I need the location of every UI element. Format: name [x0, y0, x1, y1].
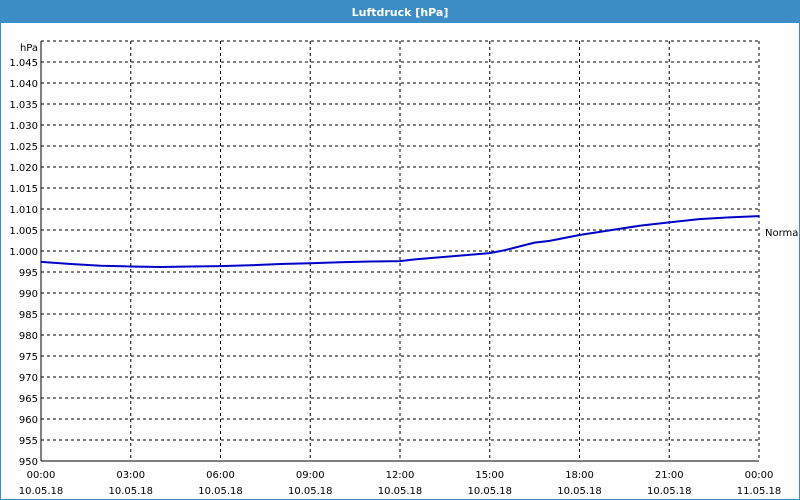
x-tick-time: 21:00	[655, 470, 684, 481]
data-point	[608, 229, 611, 232]
y-tick-label: 985	[19, 310, 38, 321]
x-tick-time: 06:00	[206, 470, 235, 481]
x-tick-time: 15:00	[475, 470, 504, 481]
data-point	[309, 262, 312, 264]
y-tick-label: 1.020	[9, 163, 38, 174]
x-tick-date: 10.05.18	[467, 486, 512, 497]
x-tick-time: 03:00	[116, 470, 145, 481]
x-tick-date: 10.05.18	[378, 486, 423, 497]
data-point	[758, 215, 760, 217]
data-point	[249, 264, 252, 267]
data-point	[100, 264, 102, 267]
x-tick-date: 10.05.18	[108, 486, 153, 497]
data-point	[279, 263, 282, 265]
data-point	[399, 260, 401, 262]
data-point	[414, 258, 416, 261]
y-tick-label: 990	[19, 289, 38, 300]
data-point	[668, 221, 671, 224]
x-tick-date: 10.05.18	[198, 486, 243, 497]
data-point	[129, 265, 132, 268]
y-tick-label: 1.000	[9, 247, 38, 258]
data-point	[339, 261, 341, 264]
data-point	[728, 216, 730, 219]
data-point	[503, 249, 506, 251]
pressure-line	[40, 215, 760, 268]
x-tick-date: 10.05.18	[19, 486, 64, 497]
y-tick-label: 970	[19, 373, 38, 384]
y-tick-label: 1.045	[9, 58, 38, 69]
data-point	[70, 263, 72, 265]
data-point	[638, 225, 641, 227]
data-point	[533, 241, 536, 244]
y-tick-label: 1.030	[9, 121, 38, 132]
data-point	[578, 234, 581, 236]
data-point	[159, 266, 162, 268]
data-point	[189, 265, 192, 268]
y-tick-label: 1.010	[9, 205, 38, 216]
y-tick-label: 975	[19, 352, 38, 363]
data-point	[369, 260, 371, 263]
data-point	[40, 261, 42, 263]
y-tick-label: 965	[19, 394, 38, 405]
y-tick-label: 1.005	[9, 226, 38, 237]
x-tick-time: 18:00	[565, 470, 594, 481]
y-tick-label: 995	[19, 268, 38, 279]
data-point	[219, 265, 222, 267]
data-point	[698, 218, 700, 220]
data-point	[518, 245, 521, 248]
x-tick-date: 10.05.18	[288, 486, 333, 497]
data-point	[459, 254, 461, 257]
data-point	[548, 240, 551, 242]
y-tick-label: 980	[19, 331, 38, 342]
y-tick-label: 1.015	[9, 184, 38, 195]
reference-label: Normal	[765, 228, 799, 239]
y-tick-label: 1.035	[9, 100, 38, 111]
y-tick-label: 955	[19, 436, 38, 447]
x-tick-date: 10.05.18	[647, 486, 692, 497]
x-tick-time: 12:00	[386, 470, 415, 481]
x-tick-date: 10.05.18	[557, 486, 602, 497]
x-tick-time: 00:00	[745, 470, 774, 481]
y-tick-label: 960	[19, 415, 38, 426]
x-tick-time: 00:00	[27, 470, 56, 481]
data-point	[429, 257, 431, 259]
y-tick-label: 1.025	[9, 142, 38, 153]
y-axis-unit: hPa	[20, 43, 38, 54]
y-tick-label: 1.040	[9, 79, 38, 90]
x-tick-date: 11.05.18	[737, 486, 782, 497]
y-tick-label: 950	[19, 457, 38, 468]
chart-title: Luftdruck [hPa]	[1, 1, 799, 23]
x-tick-time: 09:00	[296, 470, 325, 481]
data-point	[488, 252, 491, 254]
